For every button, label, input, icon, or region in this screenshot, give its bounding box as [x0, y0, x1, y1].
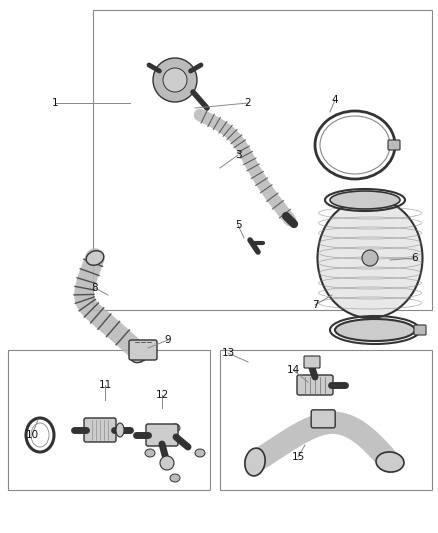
- Text: 8: 8: [92, 283, 98, 293]
- Text: 9: 9: [165, 335, 171, 345]
- Circle shape: [163, 68, 187, 92]
- FancyBboxPatch shape: [146, 424, 178, 446]
- FancyBboxPatch shape: [297, 375, 333, 395]
- Ellipse shape: [131, 343, 150, 362]
- FancyBboxPatch shape: [388, 140, 400, 150]
- Bar: [93, 10, 432, 310]
- FancyBboxPatch shape: [304, 356, 320, 368]
- FancyBboxPatch shape: [129, 340, 157, 360]
- Text: 3: 3: [235, 150, 241, 160]
- Text: 2: 2: [245, 98, 251, 108]
- Ellipse shape: [376, 452, 404, 472]
- Text: 11: 11: [99, 380, 112, 390]
- Circle shape: [362, 250, 378, 266]
- FancyBboxPatch shape: [414, 325, 426, 335]
- Ellipse shape: [245, 448, 265, 476]
- Text: 13: 13: [221, 348, 235, 358]
- Text: 15: 15: [291, 452, 304, 462]
- Ellipse shape: [318, 198, 423, 318]
- Ellipse shape: [116, 423, 124, 437]
- Ellipse shape: [170, 424, 180, 432]
- FancyBboxPatch shape: [311, 410, 335, 428]
- Text: 1: 1: [52, 98, 58, 108]
- Text: 4: 4: [332, 95, 338, 105]
- Ellipse shape: [335, 319, 415, 341]
- Text: 7: 7: [312, 300, 318, 310]
- Text: 12: 12: [155, 390, 169, 400]
- Text: 6: 6: [412, 253, 418, 263]
- Ellipse shape: [170, 474, 180, 482]
- Text: 5: 5: [235, 220, 241, 230]
- Circle shape: [160, 456, 174, 470]
- Ellipse shape: [195, 449, 205, 457]
- Ellipse shape: [330, 191, 400, 209]
- Bar: [220, 350, 432, 490]
- Bar: [8, 350, 210, 490]
- FancyBboxPatch shape: [84, 418, 116, 442]
- Text: 14: 14: [286, 365, 300, 375]
- Circle shape: [153, 58, 197, 102]
- Text: 10: 10: [25, 430, 39, 440]
- Ellipse shape: [145, 449, 155, 457]
- Ellipse shape: [86, 251, 104, 265]
